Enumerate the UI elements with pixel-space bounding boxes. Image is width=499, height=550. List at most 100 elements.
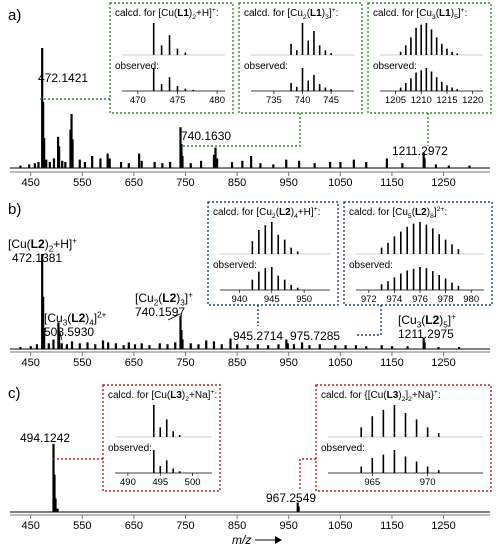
x-tick-label: 1050 [328, 520, 352, 532]
spectrum-peak [19, 165, 22, 168]
spectrum-peak [308, 345, 311, 349]
spectrum-peak [447, 165, 450, 168]
calc-isotope-peak [152, 23, 155, 55]
isotope-inset: calcd. for [Cu3(L1)5]+: observed: 1205 1210… [367, 2, 492, 146]
spectrum-peak [45, 159, 48, 168]
observed-isotope-peak [251, 279, 254, 290]
observed-label: observed: [321, 443, 365, 454]
calc-isotope-peak [412, 223, 415, 254]
observed-isotope-peak [425, 68, 428, 91]
calc-isotope-peak [406, 226, 408, 254]
observed-isotope-peak [313, 74, 315, 91]
calc-isotope-peak [184, 52, 187, 55]
spectrum-peak [52, 339, 55, 349]
spectrum-peak [140, 160, 143, 168]
observed-isotope-peak [277, 275, 280, 290]
calc-isotope-peak [451, 51, 453, 55]
spectrum-peak [189, 343, 192, 349]
spectrum-peak [365, 346, 368, 349]
observed-isotope-peak [165, 460, 168, 473]
spectrum-peak [43, 328, 46, 349]
inset-tick-label: 940 [231, 294, 247, 305]
observed-isotope-peak [441, 81, 443, 91]
observed-isotope-peak [426, 466, 429, 473]
observed-isotope-peak [296, 287, 299, 290]
calc-isotope-peak [393, 405, 396, 437]
calc-isotope-peak [387, 242, 389, 254]
calc-isotope-peak [425, 23, 428, 55]
observed-isotope-peak [430, 71, 433, 91]
calc-isotope-peak [457, 249, 460, 254]
spectrum-peak [297, 506, 300, 512]
observed-label: observed: [115, 61, 159, 72]
peak-assignment: [Cu2(L2)3]+ [135, 290, 193, 307]
x-tick-label: 1150 [380, 177, 404, 189]
spectrum-peak [406, 346, 409, 349]
panel-b: b) 450 550 650 750 850 950 1050 1150 1250 [Cu(L2)2… [8, 201, 493, 369]
inset-tick-label: 500 [185, 477, 201, 488]
observed-isotope-peak [438, 275, 440, 290]
spectrum-peak [423, 342, 426, 349]
observed-label: observed: [244, 61, 288, 72]
calc-isotope-peak [456, 53, 459, 55]
spectrum-peak [236, 344, 239, 349]
spectrum-peak [127, 342, 130, 349]
observed-isotope-peak [393, 450, 396, 473]
observed-isotope-peak [283, 279, 286, 290]
observed-isotope-peak [318, 84, 321, 91]
observed-isotope-peak [451, 87, 453, 91]
spectrum-peak [286, 343, 289, 349]
observed-isotope-peak [404, 82, 407, 91]
observed-isotope-peak [412, 268, 415, 290]
calc-isotope-peak [283, 239, 286, 254]
inset-connector [182, 113, 301, 147]
spectrum-peak [114, 343, 118, 349]
spectrum-peak [42, 102, 45, 168]
peak-annotation: 503.5930 [44, 325, 94, 339]
peak-annotation: 740.1597 [135, 305, 185, 319]
spectrum-peak [313, 163, 316, 168]
spectrum-peak [60, 343, 63, 349]
x-tick-label: 650 [125, 357, 143, 369]
inset-tick-label: 980 [463, 294, 479, 305]
observed-isotope-peak [400, 273, 402, 290]
calc-isotope-peak [318, 45, 321, 55]
spectrum-peak [94, 344, 97, 349]
spectrum-peak [259, 163, 262, 168]
inset-tick-label: 972 [361, 294, 377, 305]
inset-tick-label: 1220 [462, 95, 483, 106]
x-tick-label: 450 [21, 520, 39, 532]
spectrum-peak [246, 345, 249, 349]
x-axis-arrow-head [275, 536, 282, 544]
spectrum-peak [140, 343, 143, 349]
observed-isotope-peak [178, 471, 181, 473]
peak-annotation: 945.2714 [233, 329, 283, 343]
spectrum-peak [70, 341, 74, 349]
spectrum-peak [122, 345, 125, 349]
isotope-inset: calcd. for [Cu(L3)2+Na]+: observed: 490 495… [52, 384, 221, 492]
spectrum-peak [329, 162, 332, 168]
spectrum-peak [65, 344, 68, 349]
calc-isotope-peak [380, 247, 383, 254]
calc-isotope-peak [425, 224, 428, 254]
observed-isotope-peak [410, 78, 412, 91]
observed-isotope-peak [435, 77, 438, 91]
spectrum-peak [250, 156, 253, 168]
x-tick-label: 550 [73, 520, 91, 532]
isotope-inset: calcd. for {[Cu(L3)2]2+Na}+: observed: 965… [299, 384, 492, 492]
observed-isotope-peak [295, 86, 298, 91]
x-tick-label: 1050 [328, 177, 352, 189]
spectrum-peak [181, 339, 184, 349]
observed-isotope-peak [444, 278, 447, 290]
peak-annotation: 975.7285 [290, 329, 340, 343]
spectrum-peak [212, 341, 216, 349]
calc-isotope-peak [393, 236, 396, 254]
calc-isotope-peak [165, 419, 168, 437]
observed-isotope-peak [380, 284, 383, 290]
spectrum-peak [58, 333, 61, 349]
spectrum-peak [285, 339, 288, 349]
observed-isotope-peak [437, 470, 440, 473]
annotation-leader [58, 330, 63, 341]
inset-title: calcd. for {[Cu(L3)2]2+Na}+: [321, 389, 441, 403]
observed-isotope-peak [457, 285, 460, 290]
